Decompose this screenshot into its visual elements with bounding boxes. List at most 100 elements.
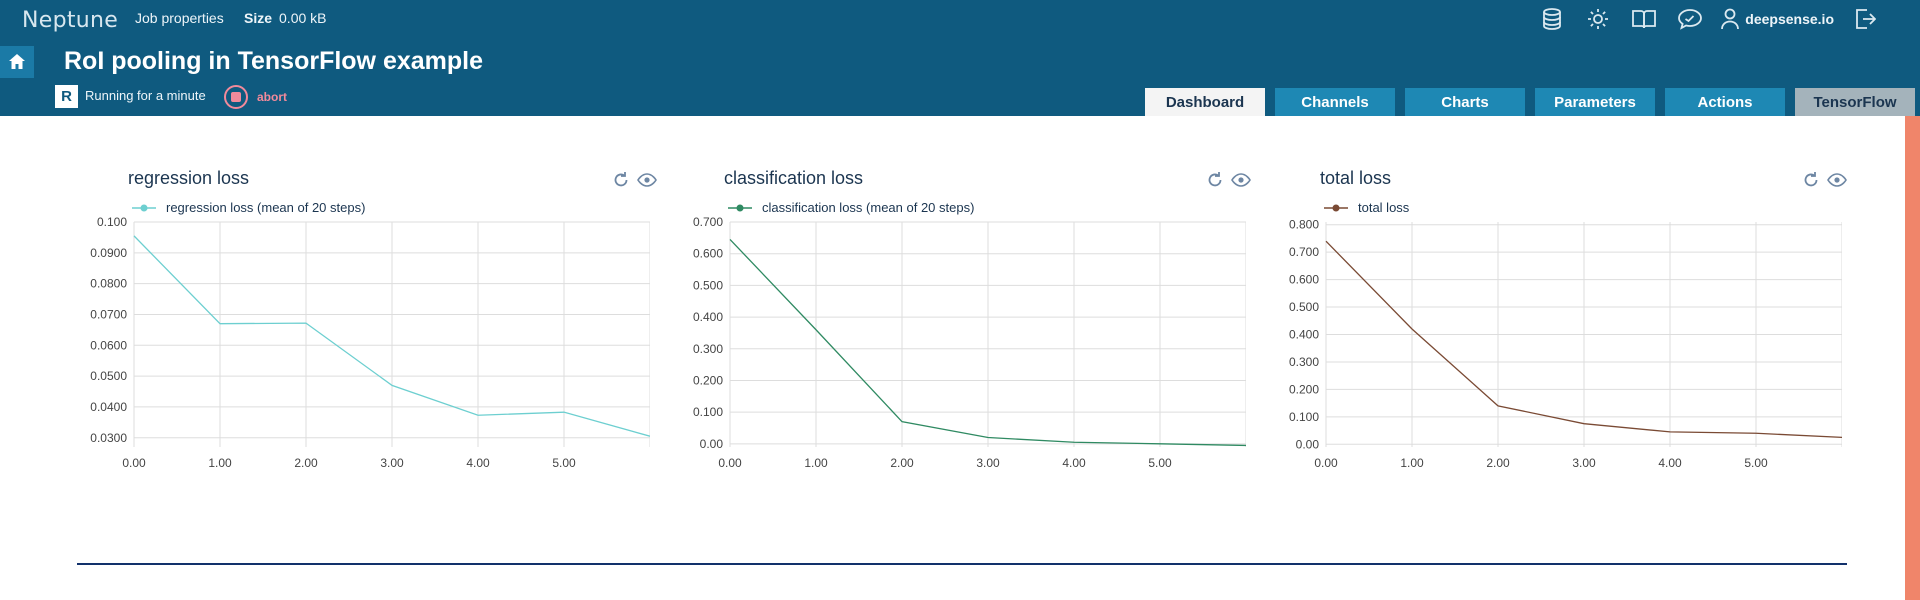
tab-charts[interactable]: Charts [1405,88,1525,116]
chart-plot: 0.00 1.00 2.00 3.00 4.00 5.00 0.00 0.100 0.200 0.… [1289,218,1842,470]
chart-buttons [1796,169,1848,191]
y-tick-label: 0.300 [1289,355,1319,369]
chart-legend: total loss [1324,200,1409,215]
series-line [133,235,650,437]
y-tick-label: 0.100 [1289,410,1319,424]
logout-icon[interactable] [1850,4,1880,34]
right-edge-bar [1905,116,1920,600]
x-tick-label: 2.00 [294,456,318,470]
x-tick-label: 5.00 [1744,456,1768,470]
eye-icon[interactable] [1826,169,1848,191]
x-tick-label: 2.00 [890,456,914,470]
y-tick-label: 0.0300 [90,431,127,445]
y-tick-label: 0.400 [693,310,723,324]
chart-plot: 0.00 1.00 2.00 3.00 4.00 5.00 0.0300 0.0400 0.05… [90,215,650,470]
refresh-icon[interactable] [610,169,632,191]
refresh-icon[interactable] [1204,169,1226,191]
y-tick-label: 0.00 [700,437,724,451]
chart-legend: classification loss (mean of 20 steps) [728,200,974,215]
user-menu[interactable]: deepsense.io [1721,8,1834,30]
y-tick-label: 0.0800 [90,277,127,291]
y-tick-label: 0.700 [693,215,723,229]
y-tick-label: 0.600 [693,247,723,261]
y-tick-label: 0.200 [693,373,723,387]
tab-dashboard[interactable]: Dashboard [1145,88,1265,116]
chat-icon[interactable] [1675,4,1705,34]
tab-channels[interactable]: Channels [1275,88,1395,116]
x-tick-label: 2.00 [1486,456,1510,470]
job-title: RoI pooling in TensorFlow example [64,47,484,75]
user-name: deepsense.io [1745,11,1834,27]
job-status: Running for a minute [85,88,206,103]
chart-panel-classification-loss: classification loss classification loss … [686,116,1286,536]
job-properties-link[interactable]: Job properties [135,10,224,26]
state-badge: R [55,85,78,108]
tab-parameters[interactable]: Parameters [1535,88,1655,116]
home-button[interactable] [0,46,34,78]
chart-plot: 0.00 1.00 2.00 3.00 4.00 5.00 0.00 0.100 0.200 0.… [693,215,1246,470]
top-icons: deepsense.io [1521,4,1880,34]
eye-icon[interactable] [1230,169,1252,191]
legend-label: regression loss (mean of 20 steps) [166,200,366,215]
chart-buttons [606,169,658,191]
x-tick-label: 3.00 [1572,456,1596,470]
eye-icon[interactable] [636,169,658,191]
size-value: 0.00 kB [279,10,327,26]
size-label: Size [244,10,273,26]
series-line [729,238,1246,447]
y-tick-label: 0.800 [1289,218,1319,232]
legend-label: total loss [1358,200,1410,215]
x-tick-label: 4.00 [1658,456,1682,470]
x-tick-label: 0.00 [122,456,146,470]
docs-icon[interactable] [1629,4,1659,34]
y-tick-label: 0.500 [1289,300,1319,314]
y-tick-label: 0.0600 [90,338,127,352]
y-tick-label: 0.700 [1289,245,1319,259]
brand-logo[interactable]: Neptune [22,8,119,33]
y-tick-label: 0.0400 [90,400,127,414]
tab-bar: Dashboard Channels Charts Parameters Act… [1145,88,1915,116]
series-line [1325,240,1842,439]
x-tick-label: 1.00 [1400,456,1424,470]
x-tick-label: 4.00 [1062,456,1086,470]
y-tick-label: 0.100 [693,405,723,419]
legend-label: classification loss (mean of 20 steps) [762,200,975,215]
x-tick-label: 4.00 [466,456,490,470]
y-tick-label: 0.200 [1289,382,1319,396]
divider-line [77,563,1847,565]
top-header: Neptune Job properties Size 0.00 kB deeps… [0,0,1920,116]
chart-legend: regression loss (mean of 20 steps) [132,200,365,215]
x-tick-label: 0.00 [718,456,742,470]
user-icon [1721,8,1740,30]
y-tick-label: 0.0900 [90,246,127,260]
x-tick-label: 1.00 [804,456,828,470]
chart-buttons [1200,169,1252,191]
y-tick-label: 0.00 [1296,437,1320,451]
home-icon [9,54,25,69]
y-tick-label: 0.300 [693,342,723,356]
tab-actions[interactable]: Actions [1665,88,1785,116]
abort-icon[interactable] [224,85,248,109]
y-tick-label: 0.600 [1289,273,1319,287]
x-tick-label: 1.00 [208,456,232,470]
x-tick-label: 5.00 [552,456,576,470]
x-tick-label: 0.00 [1314,456,1338,470]
refresh-icon[interactable] [1800,169,1822,191]
x-tick-label: 3.00 [380,456,404,470]
chart-panel-total-loss: total loss total loss 0.00 1.00 2.00 3.00 4.… [1282,116,1882,536]
chart-title: classification loss [724,168,864,188]
x-tick-label: 3.00 [976,456,1000,470]
chart-panel-regression-loss: regression loss regression loss (mean of… [90,116,690,536]
chart-title: regression loss [128,168,250,188]
y-tick-label: 0.0500 [90,369,127,383]
y-tick-label: 0.100 [97,215,127,229]
settings-icon[interactable] [1583,4,1613,34]
y-tick-label: 0.400 [1289,328,1319,342]
chart-title: total loss [1320,168,1392,188]
database-icon[interactable] [1537,4,1567,34]
size-info: Size 0.00 kB [244,10,327,26]
tab-tensorflow[interactable]: TensorFlow [1795,88,1915,116]
x-tick-label: 5.00 [1148,456,1172,470]
y-tick-label: 0.500 [693,278,723,292]
abort-button[interactable]: abort [257,90,287,104]
